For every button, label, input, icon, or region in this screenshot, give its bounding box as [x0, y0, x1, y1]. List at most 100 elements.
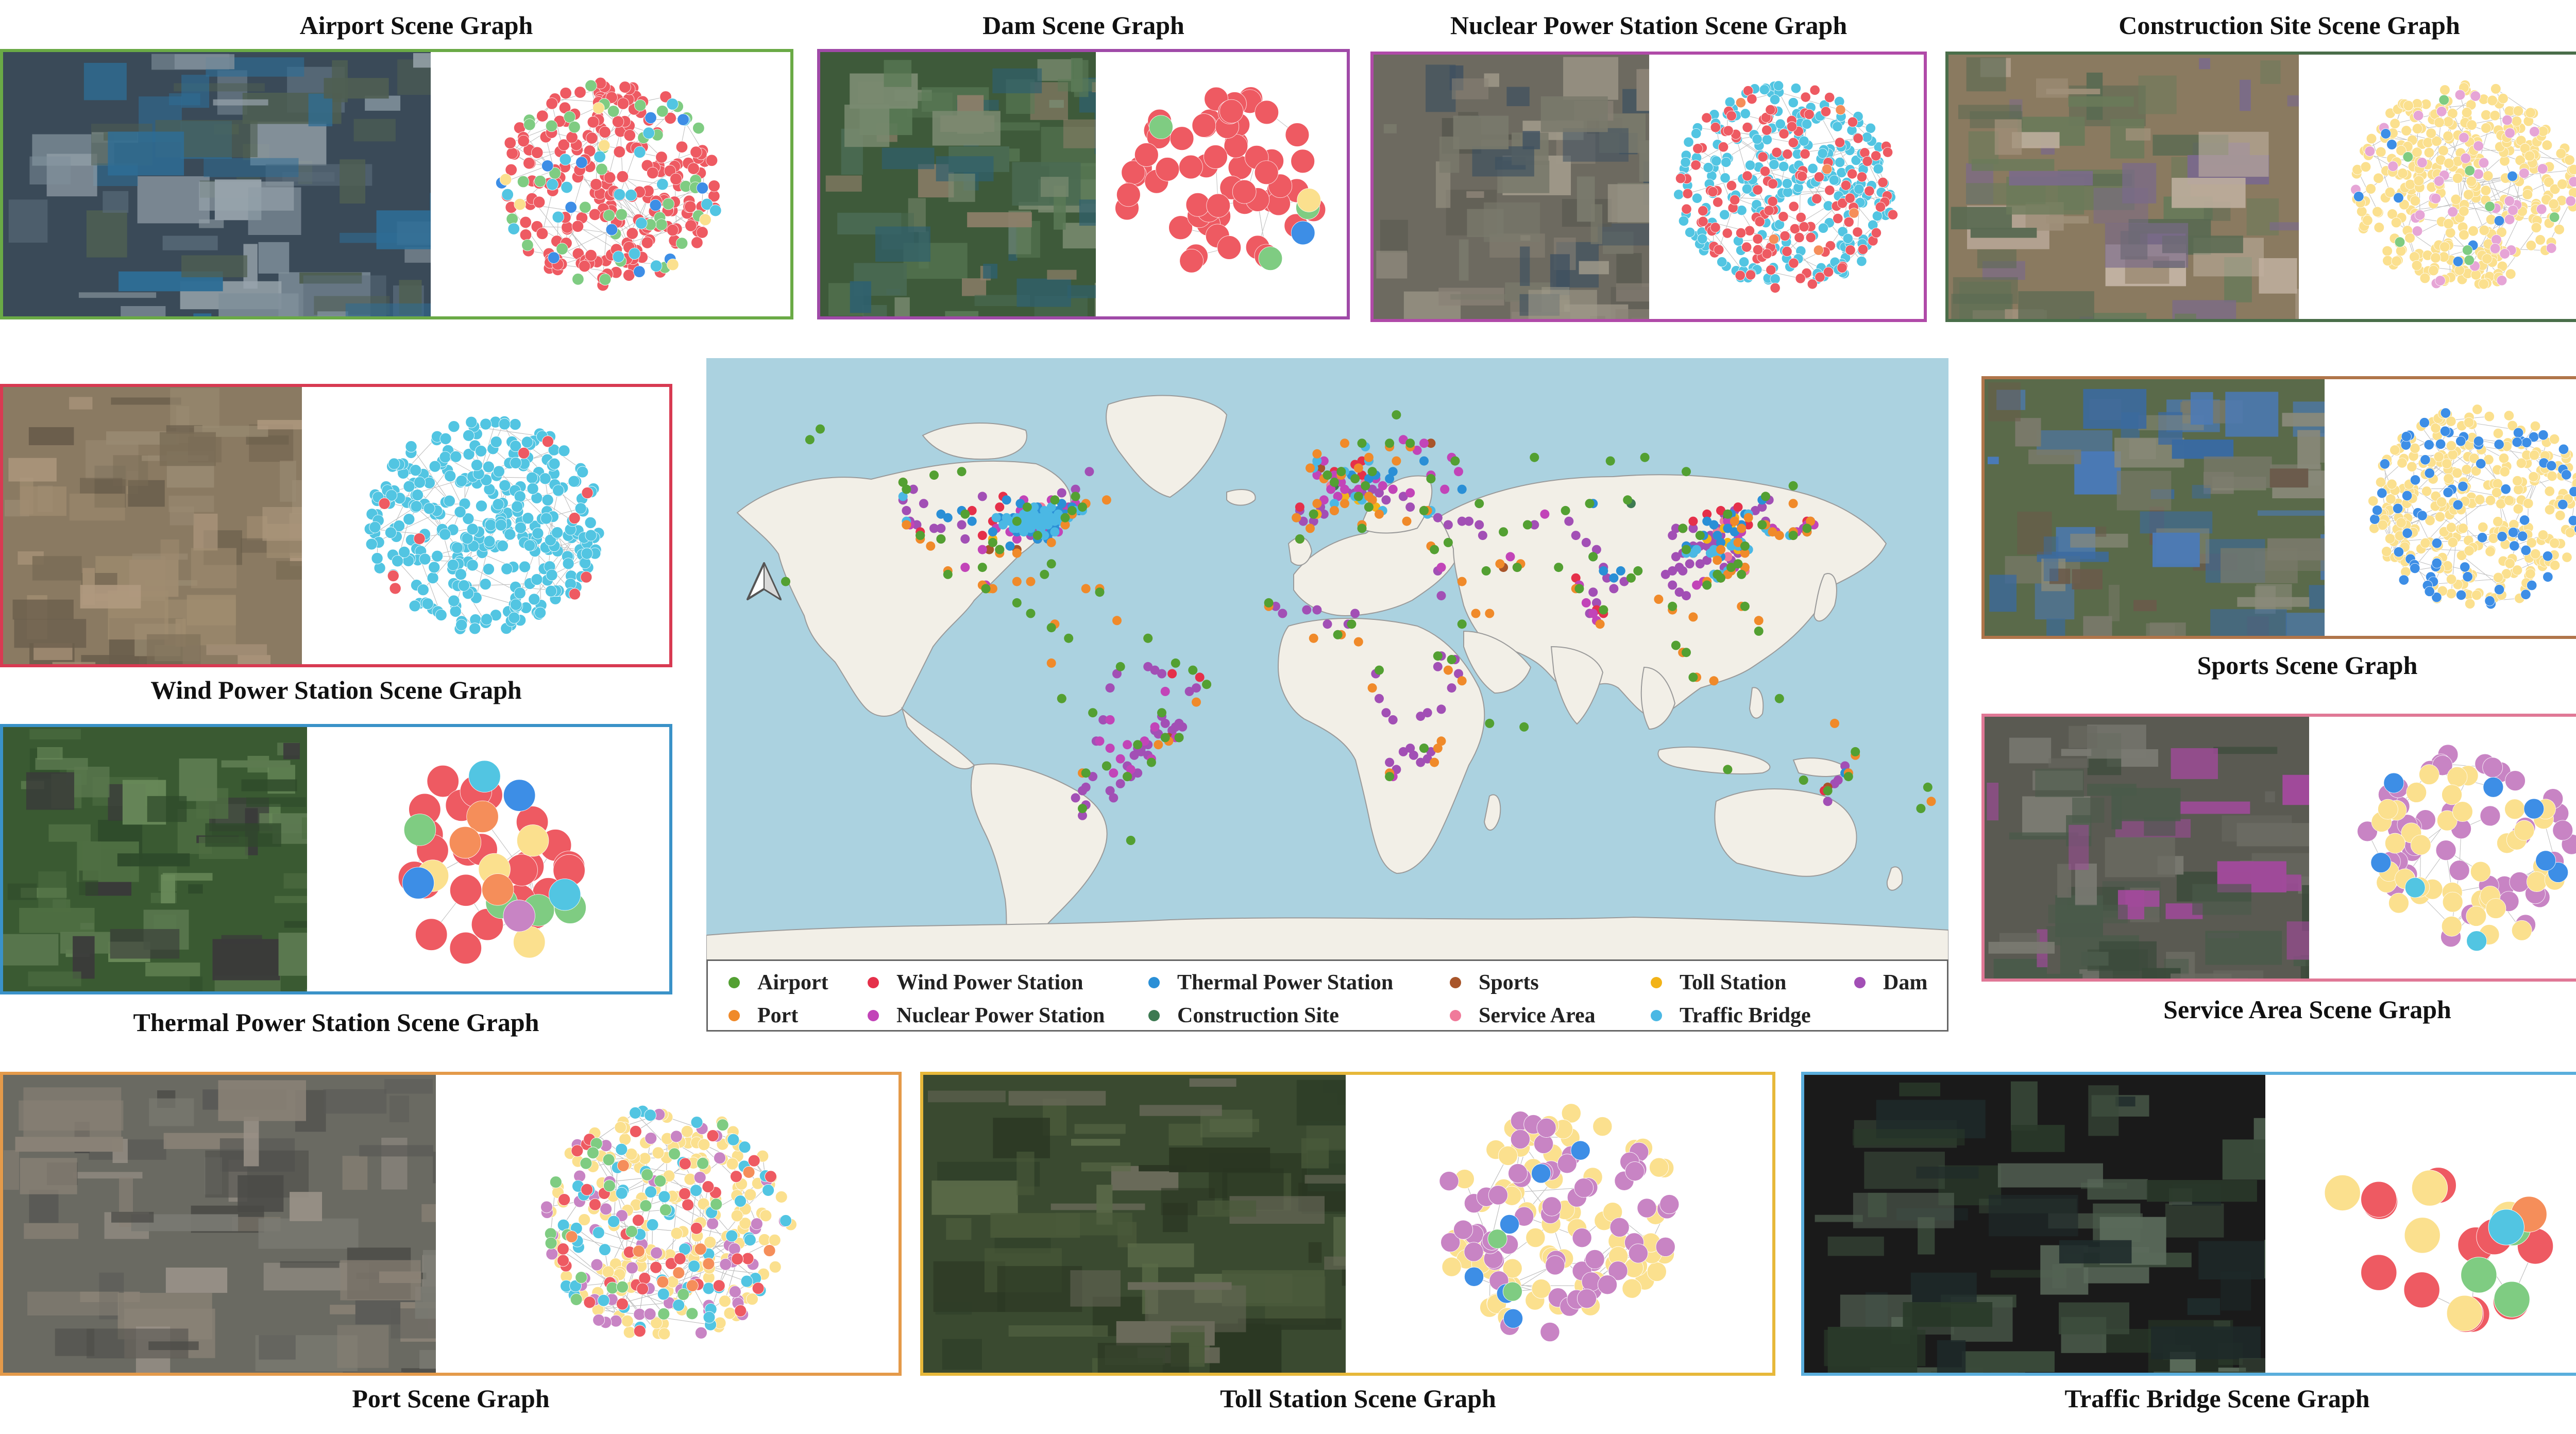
graph-node: [634, 99, 647, 112]
graph-node: [2487, 95, 2498, 106]
graph-node: [2490, 83, 2501, 94]
graph-node: [1561, 1103, 1581, 1123]
graph-node: [701, 198, 713, 211]
panel-wind: [0, 384, 672, 667]
map-point-dam: [919, 499, 928, 509]
graph-node: [2523, 798, 2545, 819]
map-point-airport: [1078, 502, 1087, 512]
graph-node: [1849, 208, 1859, 218]
graph-node: [2413, 175, 2425, 186]
graph-node: [1740, 108, 1751, 119]
graph-node: [2444, 158, 2454, 169]
map-point-thermal: [1609, 573, 1619, 583]
map-point-port: [1740, 548, 1750, 558]
graph-node: [413, 533, 426, 545]
graph-node: [2419, 764, 2439, 785]
graph-node: [1541, 1196, 1562, 1217]
legend-item-construction: Construction Site: [1148, 1003, 1339, 1028]
graph-node: [523, 157, 535, 170]
graph-node: [574, 502, 587, 515]
map-point-dam: [1178, 722, 1188, 732]
map-point-dam: [1154, 729, 1163, 739]
graph-node: [2485, 495, 2496, 506]
graph-node: [1681, 204, 1692, 214]
map-point-dam: [1271, 601, 1280, 611]
graph-node: [1703, 162, 1714, 173]
map-point-thermal: [1002, 495, 1011, 505]
graph-node: [738, 1141, 751, 1154]
graph-node: [2412, 226, 2423, 237]
map-point-airport: [1323, 470, 1332, 480]
map-point-airport: [1160, 733, 1170, 743]
title-airport: Airport Scene Graph: [299, 11, 533, 40]
graph-node: [534, 606, 547, 619]
graph-node: [2512, 565, 2523, 576]
map-point-dam: [1751, 505, 1760, 515]
graph-node: [2386, 479, 2397, 490]
graph-node: [670, 1227, 683, 1240]
map-point-airport: [1060, 513, 1070, 522]
graph-node: [2387, 161, 2399, 172]
graph-node: [509, 418, 521, 431]
map-point-dam: [1150, 665, 1160, 675]
graph-node: [578, 1213, 591, 1226]
graph-node: [409, 600, 421, 612]
graph-node: [2479, 225, 2490, 236]
graph-node: [454, 568, 467, 581]
graph-node: [1573, 1178, 1594, 1198]
graph-node: [685, 220, 697, 232]
graph-node: [1442, 1257, 1462, 1277]
map-point-dam: [1157, 669, 1166, 679]
graph-node: [607, 1215, 620, 1228]
map-point-wind: [977, 531, 987, 541]
map-point-dam: [1071, 793, 1080, 803]
graph-node: [2549, 183, 2561, 195]
graph-node: [439, 528, 451, 541]
map-point-port: [1192, 697, 1201, 707]
map-point-airport: [816, 424, 825, 434]
map-point-bridge: [1036, 524, 1046, 533]
map-point-nuclear: [1581, 598, 1591, 608]
graph-node: [483, 535, 496, 548]
map-point-port: [1713, 555, 1722, 565]
graph-node: [2442, 784, 2462, 805]
map-point-dam: [1416, 712, 1426, 721]
scene-graph-toll: [1346, 1075, 1772, 1373]
legend-marker-icon: [1450, 977, 1461, 988]
graph-node: [2543, 571, 2553, 582]
graph-node: [1185, 192, 1210, 217]
map-point-port: [1433, 744, 1443, 753]
map-point-dam: [1757, 502, 1767, 512]
map-point-dam: [1688, 524, 1698, 533]
graph-node: [1843, 216, 1854, 227]
map-point-dam: [1674, 587, 1684, 597]
graph-node: [699, 213, 711, 226]
graph-node: [694, 1243, 707, 1256]
legend-label: Wind Power Station: [896, 971, 1083, 994]
graph-node: [2502, 114, 2513, 126]
graph-node: [2466, 931, 2487, 952]
graph-node: [1683, 137, 1694, 147]
graph-node: [599, 126, 611, 139]
graph-node: [1680, 157, 1691, 168]
graph-node: [2513, 106, 2524, 116]
graph-node: [403, 814, 436, 846]
graph-node: [569, 588, 581, 600]
graph-node: [539, 473, 551, 485]
title-dam: Dam Scene Graph: [982, 11, 1184, 40]
map-point-wind: [1716, 505, 1725, 515]
graph-node: [2549, 538, 2560, 549]
map-point-sports: [985, 545, 994, 554]
graph-node: [672, 1299, 685, 1311]
graph-node: [2391, 256, 2402, 267]
graph-node: [1508, 1163, 1528, 1184]
graph-node: [625, 189, 637, 201]
map-point-nuclear: [1319, 495, 1329, 505]
graph-node: [1741, 183, 1753, 194]
graph-node: [427, 572, 439, 584]
graph-node: [541, 494, 554, 506]
legend-label: Thermal Power Station: [1177, 971, 1394, 994]
map-point-airport: [1433, 651, 1443, 661]
map-point-port: [1436, 736, 1446, 746]
graph-node: [600, 1203, 613, 1216]
